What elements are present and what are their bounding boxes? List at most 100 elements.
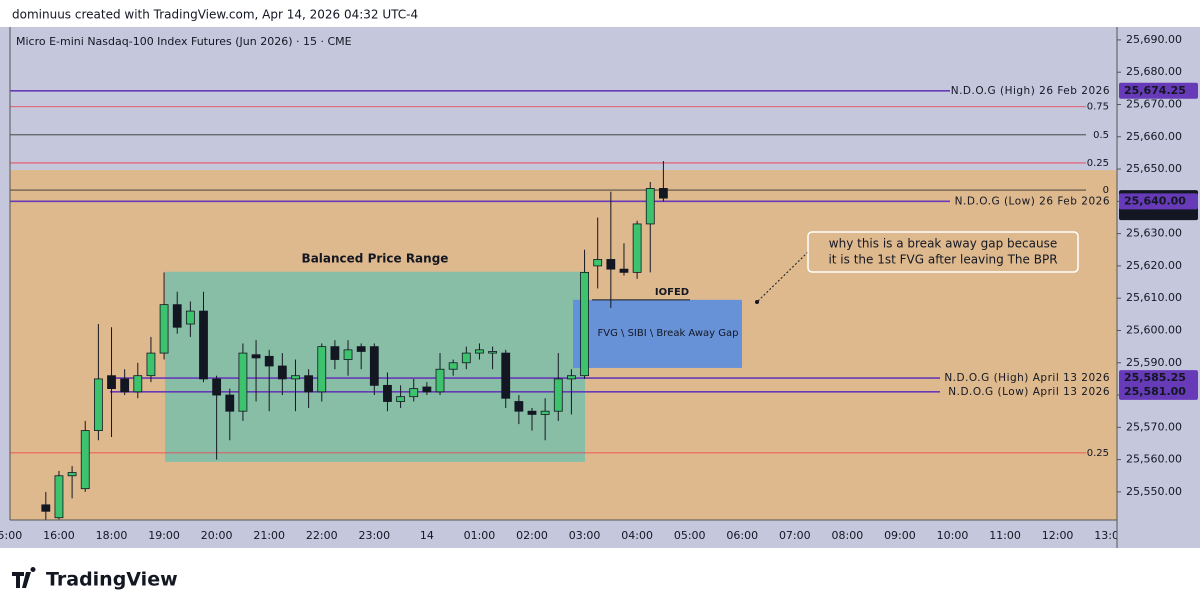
- price-marker: [1119, 82, 1198, 99]
- x-tick-label: 13:00: [1094, 529, 1126, 542]
- candle-body: [645, 188, 655, 225]
- y-tick-label: 25,680.00: [1126, 65, 1182, 78]
- candle-body: [120, 378, 130, 393]
- level-label: N.D.O.G (Low) 26 Feb 2026: [955, 195, 1110, 207]
- candle-body: [619, 268, 629, 273]
- candle-body: [238, 352, 248, 412]
- candle-body: [291, 375, 300, 380]
- level-label: N.D.O.G (Low) April 13 2026: [948, 386, 1110, 398]
- y-tick-label: 25,600.00: [1126, 323, 1182, 336]
- candle-body: [304, 375, 314, 393]
- candle-body: [488, 351, 497, 354]
- candle-body: [172, 304, 182, 328]
- candle-body: [93, 378, 103, 431]
- candle-body: [185, 310, 195, 325]
- y-tick-label: 25,590.00: [1126, 356, 1182, 369]
- candle-body: [277, 365, 287, 380]
- x-tick-label: 09:00: [884, 529, 916, 542]
- chart-title: Micro E-mini Nasdaq-100 Index Futures (J…: [16, 35, 352, 48]
- callout-dot: [755, 300, 759, 304]
- x-tick-label: 11:00: [989, 529, 1021, 542]
- candle-body: [67, 472, 77, 477]
- price-marker: [1119, 383, 1198, 400]
- x-tick-label: 07:00: [779, 529, 811, 542]
- fib-label: 0.25: [1087, 448, 1109, 459]
- price-marker-label: 25,674.25: [1124, 84, 1186, 97]
- price-marker: [1119, 193, 1198, 210]
- x-tick-label: 05:00: [674, 529, 706, 542]
- attribution: dominuus created with TradingView.com, A…: [12, 8, 418, 22]
- candle-body: [435, 368, 445, 393]
- fib-label: 0.5: [1093, 130, 1109, 141]
- x-tick-label: 19:00: [148, 529, 180, 542]
- candle-body: [501, 352, 511, 399]
- candle-body: [199, 310, 208, 380]
- candle-body: [422, 386, 432, 393]
- candle-body: [553, 378, 563, 412]
- y-tick-label: 25,560.00: [1126, 453, 1182, 466]
- candle-body: [540, 410, 550, 415]
- x-tick-label: 10:00: [937, 529, 969, 542]
- candle-body: [80, 430, 90, 490]
- candle-body: [461, 352, 471, 364]
- candle-body: [593, 259, 603, 267]
- level-label: N.D.O.G (High) 26 Feb 2026: [951, 85, 1110, 97]
- x-tick-label: 02:00: [516, 529, 548, 542]
- candle-body: [264, 355, 274, 367]
- x-tick-label: 08:00: [832, 529, 864, 542]
- x-tick-label: 06:00: [726, 529, 758, 542]
- x-tick-label: 01:00: [464, 529, 496, 542]
- box-label: FVG \ SIBI \ Break Away Gap: [598, 328, 739, 339]
- x-tick-label: 23:00: [358, 529, 390, 542]
- callout-text: why this is a break away gap because: [829, 237, 1057, 251]
- y-tick-label: 25,550.00: [1126, 485, 1182, 498]
- y-tick-label: 25,620.00: [1126, 259, 1182, 272]
- brand: TradingView: [46, 569, 178, 591]
- price-marker: [1119, 370, 1198, 387]
- x-tick-label: 04:00: [621, 529, 653, 542]
- y-tick-label: 25,610.00: [1126, 291, 1182, 304]
- candle-body: [133, 375, 143, 393]
- candle-body: [54, 475, 64, 519]
- x-tick-label: 22:00: [306, 529, 338, 542]
- x-tick-label: 16:00: [43, 529, 75, 542]
- fib-label: 0: [1103, 185, 1109, 196]
- box-label: Balanced Price Range: [302, 252, 449, 266]
- candle-body: [159, 304, 169, 354]
- x-tick-label: 15:00: [0, 529, 22, 542]
- callout-text: it is the 1st FVG after leaving The BPR: [828, 253, 1057, 267]
- candle-body: [475, 349, 484, 354]
- y-tick-label: 25,570.00: [1126, 420, 1182, 433]
- candle-body: [632, 223, 642, 273]
- y-tick-label: 25,630.00: [1126, 227, 1182, 240]
- fib-label: 0.25: [1087, 158, 1109, 169]
- candle-body: [514, 401, 524, 412]
- candle-body: [448, 362, 458, 370]
- price-marker-label: 25,585.25: [1124, 371, 1186, 384]
- candle-body: [356, 346, 366, 352]
- y-tick-label: 25,660.00: [1126, 130, 1182, 143]
- y-tick-label: 25,670.00: [1126, 97, 1182, 110]
- candle-body: [212, 378, 222, 396]
- x-tick-label: 14: [420, 529, 434, 542]
- candle-body: [251, 354, 261, 359]
- x-tick-label: 20:00: [201, 529, 233, 542]
- candle-body: [567, 375, 576, 380]
- candle-body: [606, 259, 616, 270]
- candle-body: [330, 346, 340, 360]
- candle-body: [107, 375, 116, 389]
- fib-label: 0.75: [1087, 102, 1109, 113]
- x-tick-label: 21:00: [253, 529, 285, 542]
- candle-body: [317, 346, 327, 393]
- candle-body: [41, 504, 51, 512]
- candle-body: [343, 349, 353, 360]
- candle-body: [225, 394, 235, 412]
- price-marker-label: 25,581.00: [1124, 385, 1186, 398]
- level-label: N.D.O.G (High) April 13 2026: [944, 372, 1110, 384]
- candle-body: [383, 384, 392, 402]
- price-marker-label: 25,640.00: [1124, 194, 1186, 207]
- candle-body: [146, 352, 156, 377]
- candle-body: [659, 188, 668, 199]
- box: [573, 299, 742, 368]
